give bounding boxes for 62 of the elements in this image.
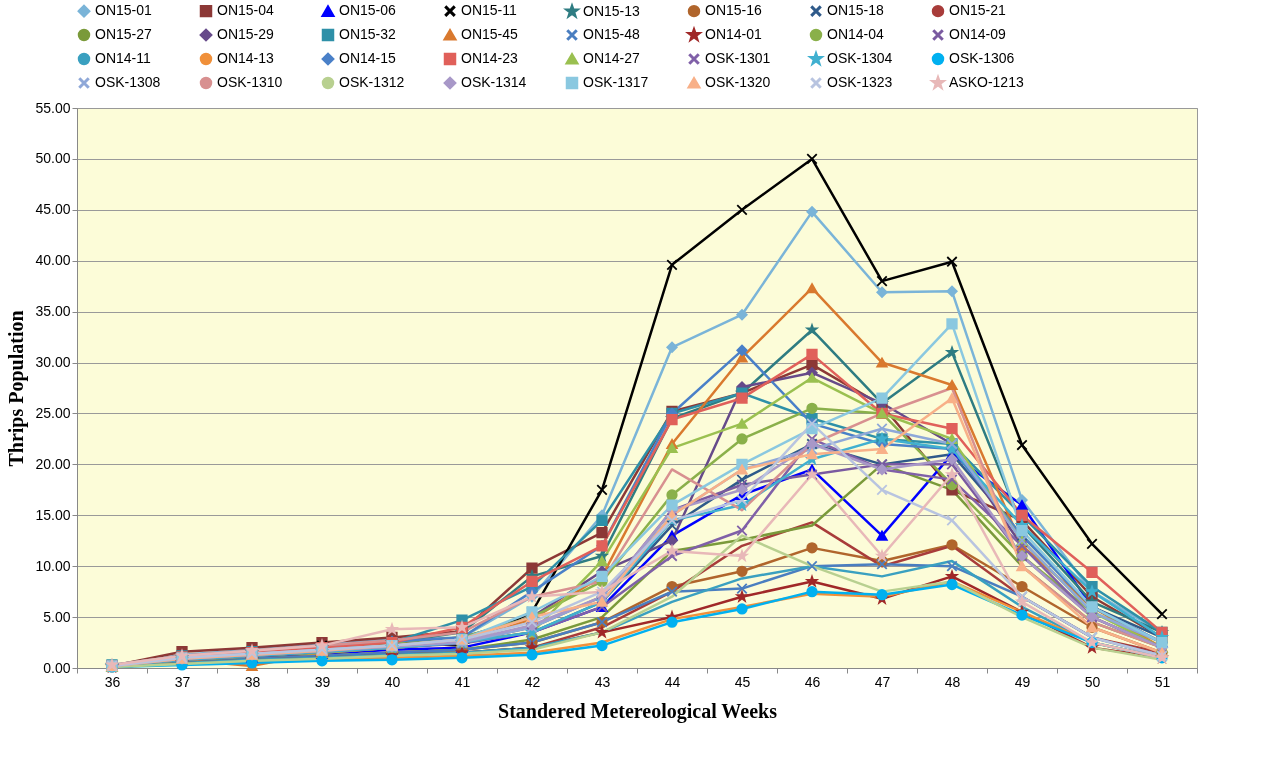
legend-label: ON15-32: [339, 26, 397, 42]
y-tick-label: 20.00: [35, 455, 71, 472]
y-tick-label: 40.00: [35, 252, 71, 269]
legend-label: ON14-11: [95, 50, 151, 66]
legend-label: OSK-1317: [583, 74, 649, 90]
legend-label: OSK-1320: [705, 74, 771, 90]
legend-label: ON15-16: [705, 2, 763, 19]
legend-label: ON15-06: [339, 2, 397, 19]
legend-label: ON14-13: [217, 50, 275, 66]
legend-label: OSK-1308: [95, 74, 161, 90]
y-tick-label: 30.00: [35, 354, 71, 371]
x-tick-label: 47: [874, 673, 891, 690]
x-tick-label: 48: [944, 673, 961, 690]
y-tick-label: 5.00: [43, 608, 71, 625]
legend-label: ON15-27: [95, 26, 153, 42]
legend-label: OSK-1306: [949, 50, 1015, 66]
legend-label: OSK-1301: [705, 50, 771, 66]
x-tick-label: 42: [524, 673, 541, 690]
x-tick-label: 38: [244, 673, 261, 690]
x-tick-label: 44: [664, 673, 681, 690]
legend-label: ON14-01: [705, 26, 763, 42]
legend-label: ON15-45: [461, 26, 519, 42]
legend-label: ON15-21: [949, 2, 1007, 19]
legend-label: ON15-11: [461, 2, 517, 19]
y-tick-label: 45.00: [35, 201, 71, 218]
y-tick-label: 55.00: [35, 99, 71, 116]
legend-label: ON15-01: [95, 2, 153, 19]
legend-label: ON15-29: [217, 26, 275, 42]
legend-label: ON14-27: [583, 50, 641, 66]
legend-label: ON15-18: [827, 2, 885, 19]
legend-label: ASKO-1213: [949, 74, 1024, 90]
x-tick-label: 39: [314, 673, 331, 690]
x-axis-title: Standered Metereological Weeks: [498, 699, 778, 723]
y-tick-label: 25.00: [35, 404, 71, 421]
legend-label: OSK-1314: [461, 74, 527, 90]
x-tick-label: 41: [454, 673, 471, 690]
x-tick-label: 43: [594, 673, 611, 690]
legend-label: OSK-1310: [217, 74, 283, 90]
x-tick-label: 36: [104, 673, 121, 690]
legend-label: OSK-1304: [827, 50, 893, 66]
y-tick-label: 0.00: [43, 659, 71, 676]
legend-label: ON15-13: [583, 2, 641, 19]
legend-label: ON14-15: [339, 50, 397, 66]
x-tick-label: 50: [1084, 673, 1101, 690]
legend-label: OSK-1312: [339, 74, 405, 90]
legend-label: ON15-04: [217, 2, 275, 19]
legend-label: ON15-48: [583, 26, 641, 42]
x-tick-label: 49: [1014, 673, 1031, 690]
legend-label: OSK-1323: [827, 74, 893, 90]
y-tick-label: 15.00: [35, 506, 71, 523]
legend-label: ON14-23: [461, 50, 519, 66]
x-tick-label: 46: [804, 673, 821, 690]
x-tick-label: 40: [384, 673, 401, 690]
y-tick-label: 35.00: [35, 303, 71, 320]
y-tick-label: 10.00: [35, 557, 71, 574]
legend-label: ON14-04: [827, 26, 885, 42]
x-tick-label: 37: [174, 673, 191, 690]
legend-label: ON14-09: [949, 26, 1007, 42]
y-tick-label: 50.00: [35, 150, 71, 167]
x-tick-label: 45: [734, 673, 751, 690]
x-tick-label: 51: [1154, 673, 1171, 690]
y-axis-title: Thrips Population: [5, 310, 29, 467]
